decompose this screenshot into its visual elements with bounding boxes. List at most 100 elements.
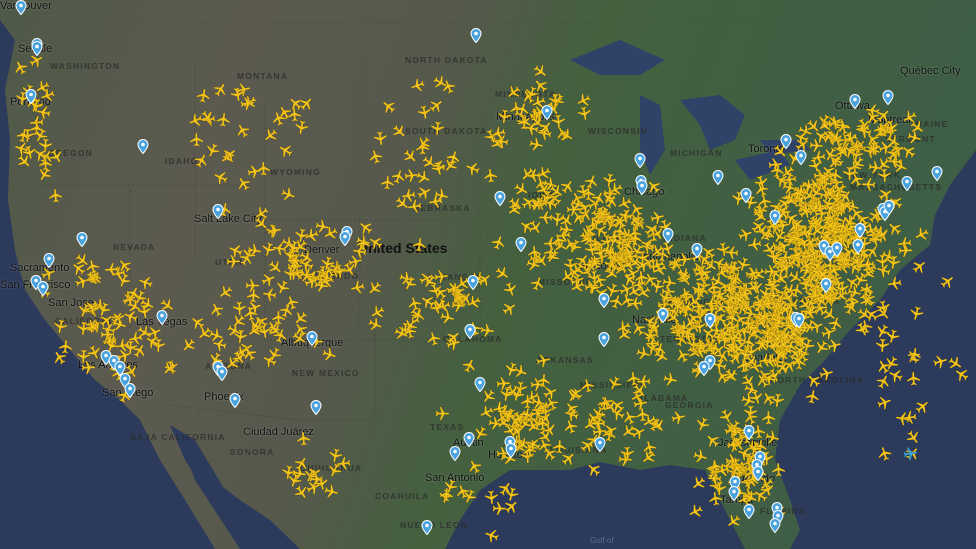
aircraft[interactable]: [788, 282, 806, 300]
aircraft[interactable]: [789, 185, 805, 201]
aircraft[interactable]: [845, 283, 863, 301]
aircraft[interactable]: [806, 198, 825, 217]
aircraft[interactable]: [842, 166, 857, 181]
map-pin-icon[interactable]: [15, 0, 27, 16]
aircraft[interactable]: [875, 338, 891, 354]
aircraft[interactable]: [846, 251, 867, 272]
aircraft[interactable]: [787, 214, 807, 234]
map-pin-icon[interactable]: [463, 432, 475, 448]
map-pin-icon[interactable]: [43, 253, 55, 269]
aircraft[interactable]: [764, 264, 779, 279]
map-pin-icon[interactable]: [515, 237, 527, 253]
map-pin-icon[interactable]: [854, 223, 866, 239]
map-pin-icon[interactable]: [494, 191, 506, 207]
aircraft[interactable]: [734, 255, 753, 274]
aircraft[interactable]: [858, 289, 879, 310]
aircraft[interactable]: [759, 239, 780, 260]
map-pin-icon[interactable]: [31, 41, 43, 57]
aircraft[interactable]: [774, 193, 795, 214]
aircraft[interactable]: [795, 201, 816, 222]
aircraft[interactable]: [813, 167, 833, 187]
aircraft[interactable]: [748, 216, 769, 237]
aircraft[interactable]: [765, 248, 781, 264]
aircraft[interactable]: [774, 237, 794, 257]
aircraft[interactable]: [805, 212, 825, 232]
aircraft[interactable]: [867, 231, 883, 247]
map-pin-icon[interactable]: [541, 105, 553, 121]
aircraft[interactable]: [841, 298, 861, 318]
aircraft[interactable]: [783, 232, 798, 247]
map-pin-icon[interactable]: [728, 486, 740, 502]
aircraft[interactable]: [832, 195, 853, 216]
aircraft[interactable]: [826, 314, 845, 333]
aircraft[interactable]: [803, 243, 823, 263]
map-pin-icon[interactable]: [467, 275, 479, 291]
map-pin-icon[interactable]: [37, 281, 49, 297]
aircraft[interactable]: [820, 215, 841, 236]
aircraft[interactable]: [785, 267, 806, 288]
aircraft[interactable]: [806, 182, 827, 203]
map-pin-icon[interactable]: [598, 332, 610, 348]
aircraft[interactable]: [777, 162, 798, 183]
map-pin-icon[interactable]: [691, 243, 703, 259]
map-pin-icon[interactable]: [421, 520, 433, 536]
map-pin-icon[interactable]: [25, 89, 37, 105]
map-pin-icon[interactable]: [634, 153, 646, 169]
aircraft[interactable]: [796, 255, 816, 275]
aircraft[interactable]: [793, 232, 813, 252]
map-pin-icon[interactable]: [470, 28, 482, 44]
map-pin-icon[interactable]: [76, 232, 88, 248]
aircraft[interactable]: [799, 185, 820, 206]
aircraft[interactable]: [825, 336, 843, 354]
map-pin-icon[interactable]: [883, 200, 895, 216]
map-pin-icon[interactable]: [793, 313, 805, 329]
aircraft[interactable]: [748, 264, 769, 285]
aircraft[interactable]: [833, 217, 851, 235]
map-pin-icon[interactable]: [216, 366, 228, 382]
aircraft[interactable]: [781, 171, 798, 188]
map-pin-icon[interactable]: [594, 437, 606, 453]
aircraft[interactable]: [836, 250, 856, 270]
map-pin-icon[interactable]: [339, 231, 351, 247]
aircraft[interactable]: [819, 287, 840, 308]
map-pin-icon[interactable]: [698, 361, 710, 377]
aircraft[interactable]: [884, 218, 905, 239]
aircraft[interactable]: [803, 370, 824, 391]
aircraft[interactable]: [736, 225, 755, 244]
map-pin-icon[interactable]: [752, 466, 764, 482]
aircraft[interactable]: [911, 224, 931, 244]
aircraft[interactable]: [820, 198, 841, 219]
aircraft[interactable]: [750, 206, 771, 227]
map-pin-icon[interactable]: [156, 310, 168, 326]
map-pin-icon[interactable]: [852, 239, 864, 255]
aircraft[interactable]: [752, 180, 772, 200]
map-pin-icon[interactable]: [310, 400, 322, 416]
map-pin-icon[interactable]: [820, 278, 832, 294]
aircraft[interactable]: [909, 256, 930, 277]
map-pin-icon[interactable]: [740, 188, 752, 204]
aircraft[interactable]: [834, 280, 850, 296]
aircraft[interactable]: [858, 281, 874, 297]
aircraft[interactable]: [859, 256, 875, 272]
map-pin-icon[interactable]: [636, 180, 648, 196]
aircraft[interactable]: [861, 177, 877, 193]
map-pin-icon[interactable]: [712, 170, 724, 186]
aircraft[interactable]: [850, 269, 870, 289]
map-pin-icon[interactable]: [124, 383, 136, 399]
map-pin-icon[interactable]: [780, 134, 792, 150]
map-pin-icon[interactable]: [662, 228, 674, 244]
map-pin-icon[interactable]: [769, 518, 781, 534]
aircraft[interactable]: [811, 200, 830, 219]
aircraft[interactable]: [715, 241, 732, 258]
map-pin-icon[interactable]: [474, 377, 486, 393]
map-pin-icon[interactable]: [743, 425, 755, 441]
aircraft[interactable]: [759, 224, 778, 243]
map-pin-icon[interactable]: [464, 324, 476, 340]
aircraft[interactable]: [746, 236, 763, 253]
map-pin-icon[interactable]: [743, 504, 755, 520]
map-pin-icon[interactable]: [306, 331, 318, 347]
aircraft[interactable]: [847, 170, 867, 190]
aircraft[interactable]: [771, 170, 792, 191]
aircraft[interactable]: [860, 259, 879, 278]
